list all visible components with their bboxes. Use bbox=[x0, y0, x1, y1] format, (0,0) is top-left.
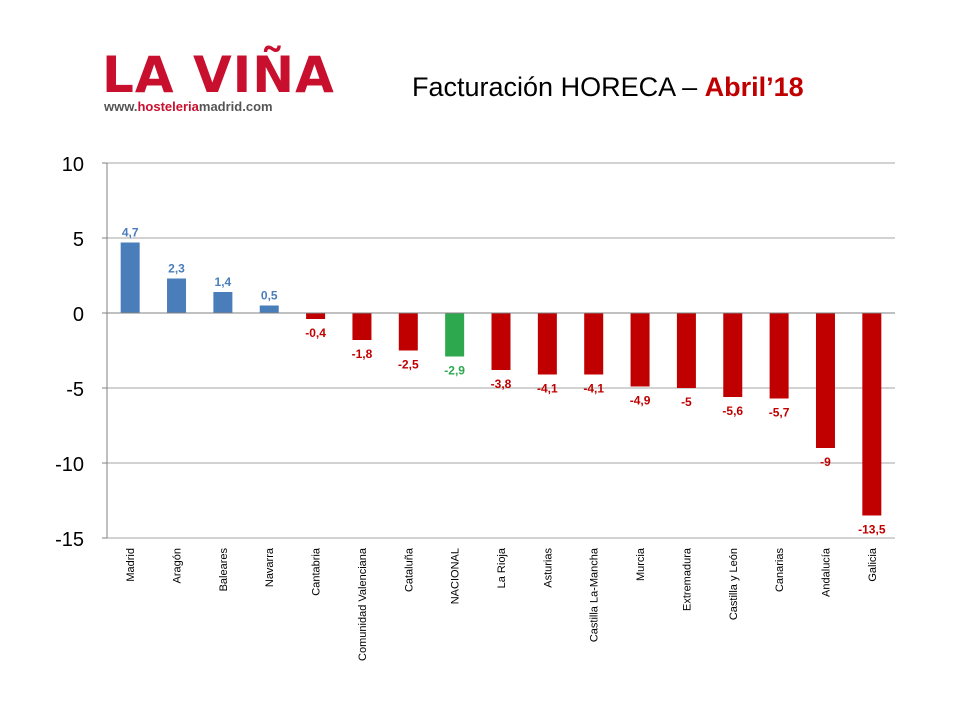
logo-url: www.hosteleriamadrid.com bbox=[104, 99, 273, 114]
bar bbox=[491, 313, 511, 370]
data-label: -4,1 bbox=[583, 382, 604, 396]
x-tick-label: Aragón bbox=[172, 548, 184, 583]
bar bbox=[537, 313, 557, 375]
data-label: -3,8 bbox=[491, 377, 512, 391]
y-tick-label: 10 bbox=[62, 154, 84, 176]
data-label: -4,1 bbox=[537, 382, 558, 396]
data-label: -1,8 bbox=[352, 347, 373, 361]
bar bbox=[676, 313, 696, 388]
x-tick-label: Navarra bbox=[264, 547, 276, 587]
data-label: -0,4 bbox=[305, 326, 326, 340]
bar bbox=[259, 305, 279, 313]
logo-title: LA VIÑA bbox=[102, 46, 335, 104]
x-tick-label: La Rioja bbox=[496, 547, 508, 588]
x-tick-label: Murcia bbox=[635, 547, 647, 581]
bar bbox=[584, 313, 604, 375]
bar bbox=[120, 242, 140, 313]
bar bbox=[352, 313, 372, 340]
bar bbox=[398, 313, 418, 351]
x-tick-label: NACIONAL bbox=[450, 548, 462, 604]
data-label: 2,3 bbox=[168, 262, 185, 276]
y-tick-label: 5 bbox=[73, 229, 84, 251]
data-label: 1,4 bbox=[215, 275, 232, 289]
x-tick-label: Cantabria bbox=[311, 547, 323, 596]
x-tick-label: Madrid bbox=[125, 548, 137, 582]
chart-title-main: Facturación HORECA – bbox=[412, 72, 705, 102]
data-label: -5,6 bbox=[722, 404, 743, 418]
logo-url-prefix: www. bbox=[104, 99, 138, 114]
chart-title: Facturación HORECA – Abril’18 bbox=[412, 72, 804, 103]
y-tick-label: 0 bbox=[73, 304, 84, 326]
x-tick-label: Galicia bbox=[867, 547, 879, 582]
data-label: -5 bbox=[681, 395, 692, 409]
bar bbox=[213, 292, 233, 313]
x-tick-label: Castilla La-Mancha bbox=[589, 547, 601, 642]
y-tick-label: -10 bbox=[55, 454, 84, 476]
bar bbox=[445, 313, 465, 357]
data-label: 0,5 bbox=[261, 289, 278, 303]
data-label: -5,7 bbox=[769, 406, 790, 420]
x-tick-label: Andalucía bbox=[820, 547, 832, 597]
data-label: -13,5 bbox=[858, 523, 886, 537]
data-label: -9 bbox=[820, 455, 831, 469]
x-tick-label: Baleares bbox=[218, 548, 230, 592]
y-tick-label: -5 bbox=[66, 379, 84, 401]
data-label: 4,7 bbox=[122, 226, 139, 240]
logo-url-suffix: madrid.com bbox=[198, 99, 273, 114]
bar bbox=[630, 313, 650, 387]
x-tick-label: Comunidad Valenciana bbox=[357, 547, 369, 661]
logo-url-highlight: hosteleria bbox=[137, 99, 199, 114]
x-tick-label: Asturias bbox=[542, 548, 554, 588]
bar bbox=[167, 278, 187, 313]
data-label: -4,9 bbox=[630, 394, 651, 408]
bar bbox=[815, 313, 835, 448]
bar bbox=[723, 313, 743, 397]
bar bbox=[862, 313, 882, 516]
x-tick-label: Canarias bbox=[774, 548, 786, 593]
bar bbox=[769, 313, 789, 399]
x-tick-label: Castilla y León bbox=[728, 548, 740, 620]
data-label: -2,9 bbox=[444, 364, 465, 378]
x-tick-label: Cataluña bbox=[403, 547, 415, 592]
bar bbox=[306, 313, 326, 319]
x-tick-label: Extremadura bbox=[681, 547, 693, 611]
chart-title-highlight: Abril’18 bbox=[704, 72, 804, 102]
y-tick-label: -15 bbox=[55, 529, 84, 551]
data-label: -2,5 bbox=[398, 358, 419, 372]
